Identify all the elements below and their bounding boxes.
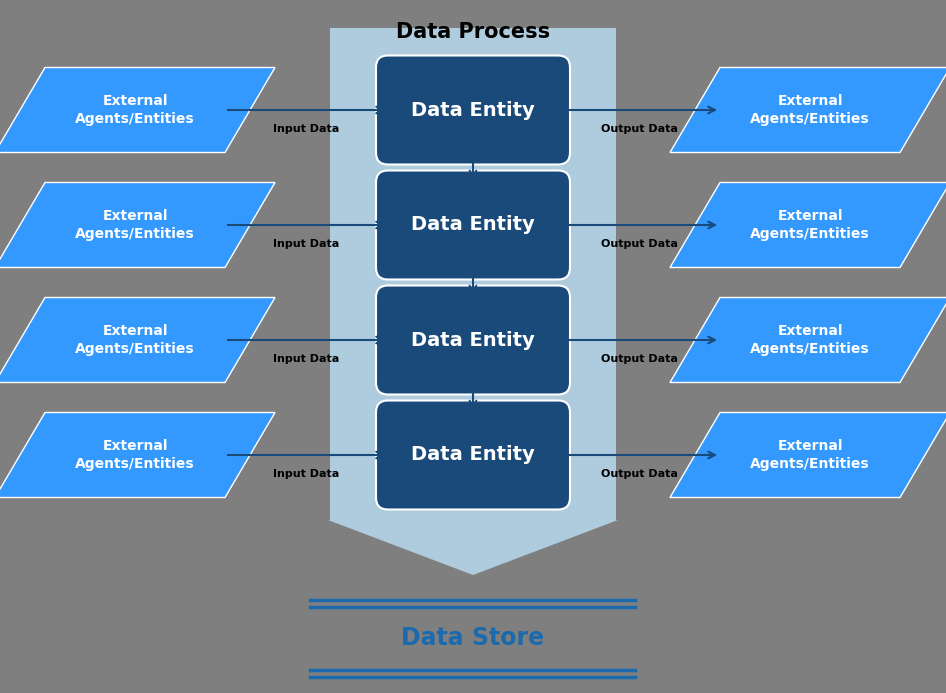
Text: Output Data: Output Data <box>601 239 677 249</box>
Polygon shape <box>0 67 275 152</box>
Text: External
Agents/Entities: External Agents/Entities <box>750 439 869 471</box>
FancyBboxPatch shape <box>376 170 570 279</box>
Text: Input Data: Input Data <box>273 354 340 364</box>
Text: External
Agents/Entities: External Agents/Entities <box>75 324 195 356</box>
Text: Data Entity: Data Entity <box>412 446 534 464</box>
FancyBboxPatch shape <box>376 401 570 509</box>
Polygon shape <box>330 28 616 520</box>
Text: Data Entity: Data Entity <box>412 216 534 234</box>
Text: Data Store: Data Store <box>401 626 545 650</box>
Polygon shape <box>328 520 618 575</box>
Text: Output Data: Output Data <box>601 469 677 479</box>
Text: Input Data: Input Data <box>273 469 340 479</box>
Text: Data Process: Data Process <box>396 22 550 42</box>
Text: Input Data: Input Data <box>273 239 340 249</box>
Polygon shape <box>670 297 946 383</box>
Text: Output Data: Output Data <box>601 124 677 134</box>
Text: External
Agents/Entities: External Agents/Entities <box>75 209 195 240</box>
Polygon shape <box>0 412 275 498</box>
Text: External
Agents/Entities: External Agents/Entities <box>750 94 869 125</box>
Text: Data Entity: Data Entity <box>412 331 534 349</box>
Polygon shape <box>670 67 946 152</box>
Text: Input Data: Input Data <box>273 124 340 134</box>
Polygon shape <box>0 182 275 267</box>
FancyBboxPatch shape <box>376 286 570 394</box>
Polygon shape <box>670 412 946 498</box>
Polygon shape <box>670 182 946 267</box>
Text: Data Entity: Data Entity <box>412 100 534 119</box>
Text: External
Agents/Entities: External Agents/Entities <box>750 324 869 356</box>
FancyBboxPatch shape <box>376 55 570 164</box>
Text: External
Agents/Entities: External Agents/Entities <box>75 439 195 471</box>
Polygon shape <box>0 297 275 383</box>
Text: External
Agents/Entities: External Agents/Entities <box>750 209 869 240</box>
Text: External
Agents/Entities: External Agents/Entities <box>75 94 195 125</box>
Text: Output Data: Output Data <box>601 354 677 364</box>
